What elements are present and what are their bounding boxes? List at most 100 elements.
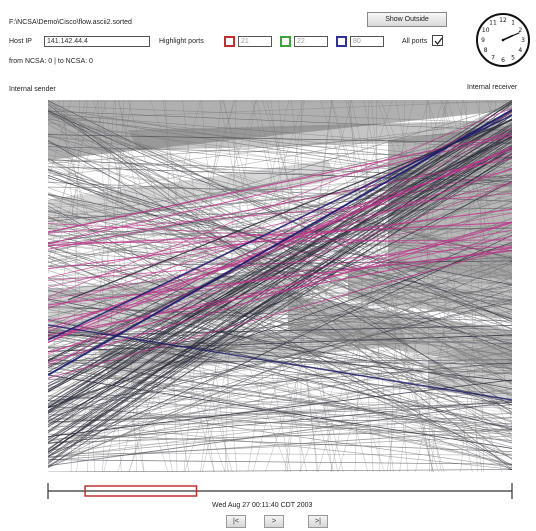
clock-numeral: 1 [511,20,515,27]
flow-line [200,100,238,472]
flow-line [330,100,434,472]
flow-line [86,100,115,472]
flow-line [354,100,370,472]
flow-line [48,182,512,355]
flow-line [48,222,512,363]
flow-line [48,208,512,270]
internal-sender-label: Internal sender [9,86,56,93]
clock-numeral: 2 [518,27,522,34]
flow-line [48,289,512,404]
flow-line [48,303,512,349]
clock-numeral: 10 [482,27,490,34]
flow-line [48,120,512,177]
flow-line [48,324,512,401]
flow-line [48,329,512,369]
flow-line [48,198,512,308]
flow-line [48,298,512,366]
port-color-swatch-blue[interactable] [336,36,347,47]
time-window-handle[interactable] [84,485,198,497]
flow-line [48,146,512,453]
last-frame-button[interactable]: >| [308,515,328,528]
flow-line [431,100,463,472]
flow-line [266,100,369,472]
flow-line [48,234,512,457]
clock-numeral: 9 [481,37,485,44]
timestamp: Wed Aug 27 00:11:40 CDT 2003 [212,502,313,509]
flow-line [465,100,478,472]
flow-line [48,132,512,233]
flow-line [48,144,512,388]
flow-line [48,416,512,428]
flow-line [48,150,512,392]
clock-numeral: 5 [511,54,515,61]
flow-line [48,109,512,376]
flow-line [48,112,512,306]
clock-numeral: 6 [501,57,505,64]
flow-line [48,346,512,414]
flow-line [127,100,233,472]
flow-line [52,100,169,472]
flow-line [48,147,512,441]
flow-line [48,249,512,306]
flow-line [48,100,512,393]
flow-line [67,119,512,301]
flow-line [48,152,512,468]
port-input-3[interactable] [350,36,384,47]
flow-line [48,141,512,453]
clock-numeral: 4 [518,47,522,54]
flow-line [48,299,512,431]
checkmark-icon [434,37,443,46]
flow-line [48,359,512,413]
port-color-swatch-green[interactable] [280,36,291,47]
flow-line [265,100,393,472]
flow-line [317,100,429,472]
flow-counts: from NCSA: 0 | to NCSA: 0 [9,58,93,65]
port-input-1[interactable] [238,36,272,47]
flow-line [48,100,512,120]
clock-numeral: 8 [484,47,488,54]
flow-line [48,140,512,406]
flow-line [48,339,512,426]
flow-line [48,229,512,322]
timeline-slider[interactable] [44,480,516,502]
flow-line [48,347,512,375]
all-ports-checkbox[interactable] [432,35,443,46]
show-outside-button[interactable]: Show Outside [367,12,447,27]
flow-line [48,362,512,466]
flow-line [48,107,512,298]
flow-line [48,101,512,460]
file-path: F:\NCSA\Demo\Cisco\flow.ascii2.sorted [9,19,132,26]
flow-line [48,459,512,465]
flow-visualization[interactable] [48,100,512,472]
flow-line [286,100,333,472]
flow-line [48,234,512,344]
flow-line [247,100,305,472]
flow-line [48,276,512,408]
flow-line [48,110,512,408]
port-color-swatch-red[interactable] [224,36,235,47]
flow-line [48,135,512,259]
flow-line [48,299,512,418]
flow-line [48,339,512,357]
flow-line [48,121,512,134]
flow-line [347,100,394,472]
flow-line [48,246,512,336]
flow-line [48,108,512,316]
first-frame-button[interactable]: |< [226,515,246,528]
flow-line [118,100,215,472]
port-input-2[interactable] [294,36,328,47]
flow-line [48,379,512,438]
flow-line [487,100,512,198]
flow-line [48,100,89,393]
host-ip-input[interactable] [44,36,150,47]
flow-line [48,261,512,439]
clock-numeral: 11 [489,20,497,27]
play-button[interactable]: > [264,515,284,528]
flow-line [48,245,512,281]
flow-line [48,227,512,233]
flow-line [222,100,334,472]
flow-line [48,100,72,182]
flow-line [118,100,190,472]
flow-line [48,112,512,348]
